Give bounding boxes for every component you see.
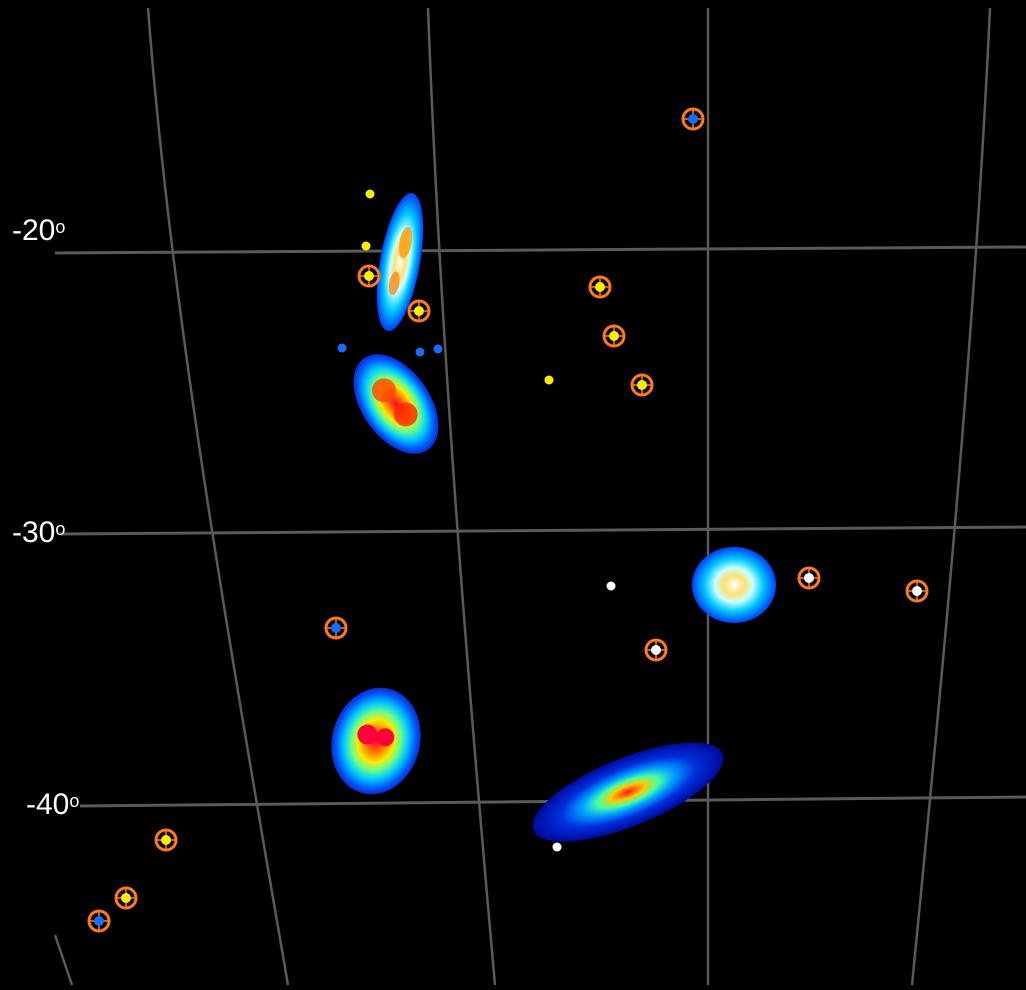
source-marker: [606, 581, 616, 591]
source-marker: [361, 241, 371, 251]
emission-blob: [692, 547, 776, 623]
ra-line-2: [426, 7, 497, 986]
ra-line-1: [146, 7, 290, 986]
source-marker: [552, 842, 562, 852]
coordinate-grid: [53, 7, 1026, 986]
source-marker: [433, 344, 443, 354]
ringed-source-marker: [588, 275, 612, 299]
ringed-source-marker: [324, 616, 348, 640]
dec-line-30: [59, 525, 1026, 536]
source-marker: [544, 375, 554, 385]
ringed-source-marker: [407, 299, 431, 323]
dec-line-20: [54, 245, 1026, 255]
ringed-source-marker: [681, 107, 705, 131]
source-marker: [337, 343, 347, 353]
dec-label-20: -20o: [12, 214, 66, 247]
emission-regions: [331, 192, 776, 842]
ra-line-4: [910, 7, 992, 986]
ringed-source-marker: [87, 909, 111, 933]
emission-blob: [376, 192, 424, 332]
source-marker: [365, 189, 375, 199]
emission-blob: [353, 354, 439, 454]
ringed-source-marker: [644, 638, 668, 662]
source-marker: [415, 347, 425, 357]
ringed-source-marker: [797, 566, 821, 590]
point-sources: [87, 107, 929, 933]
ringed-source-marker: [154, 828, 178, 852]
ringed-source-marker: [602, 324, 626, 348]
emission-blob: [331, 687, 421, 795]
ringed-source-marker: [357, 264, 381, 288]
dec-label-40: -40o: [26, 788, 80, 821]
ra-line-5: [53, 934, 74, 986]
dec-label-30: -30o: [12, 516, 66, 549]
ringed-source-marker: [905, 579, 929, 603]
ringed-source-marker: [630, 373, 654, 397]
ringed-source-marker: [114, 886, 138, 910]
emission-blob: [532, 742, 724, 842]
